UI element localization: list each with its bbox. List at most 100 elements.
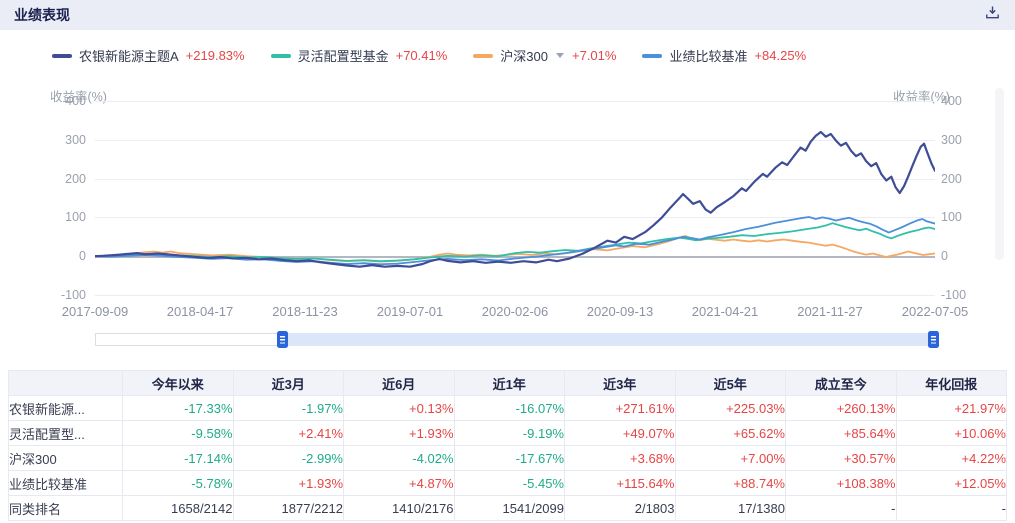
value-cell: +30.57% — [785, 445, 897, 471]
value-cell: -17.33% — [122, 395, 234, 421]
value-cell: 1410/2176 — [343, 495, 455, 521]
table-row: 灵活配置型... -9.58% +2.41% +1.93% -9.19% +49.07% +… — [8, 420, 1007, 446]
y-tick-label: -100 — [60, 288, 86, 302]
table-row: 农银新能源... -17.33% -1.97% +0.13% -16.07% +271.6… — [8, 395, 1007, 421]
value-cell: +7.00% — [674, 445, 786, 471]
value-cell: +12.05% — [895, 470, 1007, 496]
datazoom-right-handle[interactable] — [928, 331, 939, 348]
y-tick-label: 200 — [65, 171, 86, 186]
panel-title: 业绩表现 — [14, 7, 70, 23]
grip-icon — [280, 336, 285, 344]
y-tick-label: 100 — [941, 210, 962, 225]
grid-line — [95, 139, 935, 141]
legend-value: +7.01% — [572, 48, 617, 63]
value-cell: +49.07% — [564, 420, 676, 446]
value-cell: +1.93% — [343, 420, 455, 446]
value-cell: -5.45% — [453, 470, 565, 496]
table-header-row: 今年以来 近3月 近6月 近1年 近3年 近5年 成立至今 年化回报 — [8, 370, 1007, 396]
grip-icon — [931, 336, 936, 344]
datazoom-selected-range[interactable] — [283, 333, 935, 346]
x-tick-label: 2018-04-17 — [166, 304, 234, 319]
y-axis-title-right: 收益率(%) — [893, 90, 950, 104]
value-cell: +108.38% — [785, 470, 897, 496]
legend-marker — [52, 53, 72, 58]
value-cell: -1.97% — [232, 395, 344, 421]
value-cell: +65.62% — [674, 420, 786, 446]
y-tick-label: 0 — [941, 249, 948, 264]
x-tick-label: 2022-07-05 — [901, 304, 969, 319]
column-header: 近5年 — [674, 370, 786, 396]
value-cell: +85.64% — [785, 420, 897, 446]
value-cell: -9.58% — [122, 420, 234, 446]
value-cell: +88.74% — [674, 470, 786, 496]
legend-marker — [473, 53, 494, 58]
value-cell: -16.07% — [453, 395, 565, 421]
column-header: 近1年 — [453, 370, 565, 396]
value-cell: 1541/2099 — [453, 495, 565, 521]
legend-item-1[interactable]: 农银新能源主题A +219.83% — [52, 46, 245, 65]
value-cell: +2.41% — [232, 420, 344, 446]
legend-item-3[interactable]: 沪深300 +7.01% — [473, 46, 616, 65]
y-tick-label: 0 — [79, 249, 86, 264]
x-tick-label: 2017-09-09 — [61, 304, 129, 319]
grid-line — [95, 217, 935, 219]
legend-marker — [642, 53, 663, 58]
chevron-down-icon[interactable] — [556, 53, 564, 58]
column-header: 今年以来 — [122, 370, 234, 396]
value-cell: +0.13% — [343, 395, 455, 421]
value-cell: +4.22% — [895, 445, 1007, 471]
value-cell: -17.67% — [453, 445, 565, 471]
chart-legend: 农银新能源主题A +219.83% 灵活配置型基金 +70.41% 沪深300 +7.01… — [52, 46, 806, 65]
download-icon — [985, 5, 1000, 25]
value-cell: -4.02% — [343, 445, 455, 471]
y-tick-label: -100 — [941, 288, 967, 302]
table-row: 沪深300 -17.14% -2.99% -4.02% -17.67% +3.68% +7.… — [8, 445, 1007, 471]
series-line-农银新能源主题A — [95, 130, 935, 268]
x-tick-label: 2021-04-21 — [691, 304, 759, 319]
table-row: 同类排名 1658/2142 1877/2212 1410/2176 1541/2099… — [8, 495, 1007, 521]
row-label: 同类排名 — [8, 495, 123, 521]
legend-label: 农银新能源主题A — [79, 49, 179, 64]
value-cell: -9.19% — [453, 420, 565, 446]
value-cell: +115.64% — [564, 470, 676, 496]
x-tick-label: 2018-11-23 — [272, 304, 338, 319]
zero-axis-line — [95, 255, 935, 258]
legend-label: 灵活配置型基金 — [297, 49, 389, 64]
legend-marker — [270, 53, 291, 58]
column-header-empty — [8, 370, 123, 396]
legend-value: +84.25% — [754, 48, 807, 63]
legend-item-4[interactable]: 业绩比较基准 +84.25% — [642, 46, 806, 65]
y-tick-label: 100 — [65, 210, 86, 225]
value-cell: 2/1803 — [564, 495, 676, 521]
y-tick-label: 400 — [941, 94, 962, 108]
legend-label: 沪深300 — [500, 49, 548, 64]
line-chart[interactable] — [95, 95, 935, 305]
value-cell: -17.14% — [122, 445, 234, 471]
value-cell: +21.97% — [895, 395, 1007, 421]
x-tick-label: 2020-02-06 — [481, 304, 549, 319]
grid-line — [95, 101, 935, 102]
legend-value: +219.83% — [185, 48, 245, 63]
row-label: 灵活配置型... — [8, 420, 123, 446]
x-tick-label: 2021-11-27 — [797, 304, 863, 319]
y-tick-label: 300 — [941, 132, 962, 147]
value-cell: -5.78% — [122, 470, 234, 496]
row-label: 农银新能源... — [8, 395, 123, 421]
datazoom-left-handle[interactable] — [277, 331, 288, 348]
value-cell: 17/1380 — [674, 495, 786, 521]
y-tick-label: 300 — [65, 132, 86, 147]
x-tick-label: 2020-09-13 — [586, 304, 654, 319]
value-cell: - — [785, 495, 897, 521]
value-cell: +4.87% — [343, 470, 455, 496]
legend-label: 业绩比较基准 — [669, 49, 748, 64]
value-cell: 1658/2142 — [122, 495, 234, 521]
performance-table: 今年以来 近3月 近6月 近1年 近3年 近5年 成立至今 年化回报 农银新能源... -17.… — [8, 370, 1007, 521]
scrollbar-thumb[interactable] — [995, 88, 1004, 260]
value-cell: +10.06% — [895, 420, 1007, 446]
legend-item-2[interactable]: 灵活配置型基金 +70.41% — [270, 46, 447, 65]
download-button[interactable] — [983, 6, 1001, 24]
column-header: 近6月 — [343, 370, 455, 396]
value-cell: - — [895, 495, 1007, 521]
value-cell: +3.68% — [564, 445, 676, 471]
row-label: 沪深300 — [8, 445, 123, 471]
